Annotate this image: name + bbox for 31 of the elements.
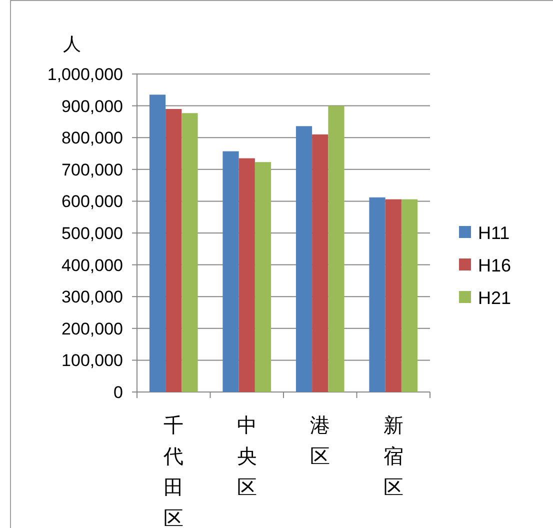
x-tick-label: 千代田区	[162, 415, 184, 528]
y-tick-label: 300,000	[62, 288, 123, 307]
bar	[222, 151, 239, 392]
y-tick-label: 600,000	[62, 192, 123, 212]
x-tick-label: 中央区	[236, 415, 257, 499]
y-tick-label: 400,000	[62, 256, 123, 275]
y-tick-label: 700,000	[62, 160, 123, 180]
legend-label: H16	[478, 256, 512, 276]
y-tick-label: 0	[114, 383, 123, 402]
y-axis-title: 人	[63, 34, 81, 54]
x-tick-label: 新宿区	[383, 415, 404, 499]
legend-label: H21	[478, 288, 512, 308]
bar	[149, 94, 166, 392]
legend-label: H11	[478, 223, 510, 243]
y-tick-label: 200,000	[62, 319, 123, 338]
y-tick-label: 800,000	[62, 128, 123, 148]
bar	[254, 162, 272, 392]
bar	[328, 106, 344, 392]
bar	[401, 199, 418, 392]
bar	[238, 158, 255, 392]
y-tick-label: 100,000	[62, 351, 123, 370]
bar	[312, 134, 328, 392]
bar	[166, 108, 182, 392]
y-tick-label: 500,000	[62, 224, 123, 243]
bar	[182, 113, 198, 392]
bar	[369, 197, 386, 392]
y-tick-label: 1,000,000	[47, 65, 123, 84]
bar	[296, 126, 312, 392]
x-tick-label: 港区	[310, 415, 330, 468]
y-tick-label: 900,000	[62, 96, 123, 116]
bar	[385, 199, 402, 392]
